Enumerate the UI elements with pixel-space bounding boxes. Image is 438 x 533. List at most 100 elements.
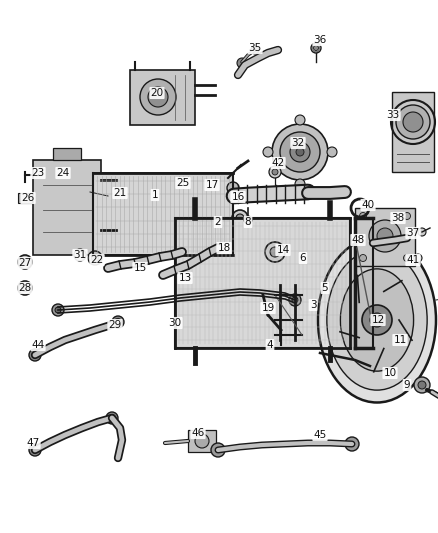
Text: 33: 33 <box>386 110 399 120</box>
Text: 40: 40 <box>361 200 374 210</box>
Text: 21: 21 <box>113 188 127 198</box>
Circle shape <box>396 105 430 139</box>
Circle shape <box>52 304 64 316</box>
Circle shape <box>236 214 244 222</box>
Circle shape <box>289 294 301 306</box>
Circle shape <box>92 254 99 262</box>
Circle shape <box>327 147 337 157</box>
Bar <box>175 218 350 348</box>
Text: 24: 24 <box>57 168 70 178</box>
Bar <box>392 92 434 172</box>
Circle shape <box>360 254 367 262</box>
Circle shape <box>292 297 298 303</box>
Circle shape <box>345 437 359 451</box>
Text: 38: 38 <box>392 213 405 223</box>
Circle shape <box>237 58 247 68</box>
Ellipse shape <box>327 250 427 390</box>
Text: 5: 5 <box>321 283 328 293</box>
Circle shape <box>290 142 310 162</box>
Text: 47: 47 <box>26 438 39 448</box>
Text: 42: 42 <box>272 158 285 168</box>
Text: 6: 6 <box>300 253 306 263</box>
Circle shape <box>29 349 41 361</box>
Circle shape <box>296 148 304 156</box>
Text: 19: 19 <box>261 303 275 313</box>
Circle shape <box>195 434 209 448</box>
Circle shape <box>55 307 61 313</box>
Circle shape <box>414 254 422 262</box>
Circle shape <box>270 247 280 257</box>
Circle shape <box>232 210 248 226</box>
Circle shape <box>227 234 239 246</box>
Circle shape <box>244 216 252 224</box>
Circle shape <box>21 259 28 265</box>
Text: 35: 35 <box>248 43 261 53</box>
Circle shape <box>362 305 392 335</box>
Text: 20: 20 <box>150 88 163 98</box>
Bar <box>53 148 81 160</box>
Text: 27: 27 <box>18 258 32 268</box>
Circle shape <box>403 213 410 220</box>
Text: 28: 28 <box>18 283 32 293</box>
Text: 2: 2 <box>215 217 221 227</box>
Text: 45: 45 <box>313 430 327 440</box>
Circle shape <box>227 182 239 194</box>
Circle shape <box>403 254 410 262</box>
Text: 31: 31 <box>74 250 87 260</box>
Text: 1: 1 <box>152 190 158 200</box>
Text: 30: 30 <box>169 318 182 328</box>
Circle shape <box>403 112 423 132</box>
Text: 13: 13 <box>178 273 192 283</box>
Text: 25: 25 <box>177 178 190 188</box>
Circle shape <box>295 115 305 125</box>
Circle shape <box>112 316 124 328</box>
Circle shape <box>251 46 259 54</box>
Circle shape <box>148 87 168 107</box>
Circle shape <box>370 313 384 327</box>
Circle shape <box>414 377 430 393</box>
Circle shape <box>88 251 102 265</box>
Ellipse shape <box>318 238 436 402</box>
Circle shape <box>418 228 426 236</box>
Circle shape <box>21 285 28 292</box>
Text: 8: 8 <box>245 217 251 227</box>
Text: 18: 18 <box>217 243 231 253</box>
Text: 11: 11 <box>393 335 406 345</box>
Circle shape <box>377 228 393 244</box>
Text: 10: 10 <box>383 368 396 378</box>
Text: 23: 23 <box>32 168 45 178</box>
Text: 14: 14 <box>276 245 290 255</box>
Text: 4: 4 <box>267 340 273 350</box>
Text: 29: 29 <box>108 320 122 330</box>
Bar <box>355 208 415 266</box>
Circle shape <box>265 242 285 262</box>
Circle shape <box>74 249 86 261</box>
Circle shape <box>418 381 426 389</box>
Bar <box>93 173 233 255</box>
Circle shape <box>18 281 32 295</box>
Text: 32: 32 <box>291 138 304 148</box>
Circle shape <box>360 213 367 220</box>
Bar <box>33 160 101 255</box>
Circle shape <box>280 132 320 172</box>
Circle shape <box>140 79 176 115</box>
Bar <box>18 193 32 203</box>
Circle shape <box>211 443 225 457</box>
Text: 46: 46 <box>191 428 205 438</box>
Text: 41: 41 <box>406 255 420 265</box>
Circle shape <box>295 179 305 189</box>
Circle shape <box>18 255 32 269</box>
Text: 3: 3 <box>310 300 316 310</box>
Text: 37: 37 <box>406 228 420 238</box>
Text: 9: 9 <box>404 380 410 390</box>
Text: 15: 15 <box>134 263 147 273</box>
Ellipse shape <box>340 269 413 371</box>
Circle shape <box>311 43 321 53</box>
Text: 48: 48 <box>351 235 364 245</box>
Bar <box>130 70 195 125</box>
Text: 22: 22 <box>90 255 104 265</box>
Text: 26: 26 <box>21 193 35 203</box>
Bar <box>188 430 216 452</box>
Circle shape <box>272 169 278 175</box>
Text: 44: 44 <box>32 340 45 350</box>
